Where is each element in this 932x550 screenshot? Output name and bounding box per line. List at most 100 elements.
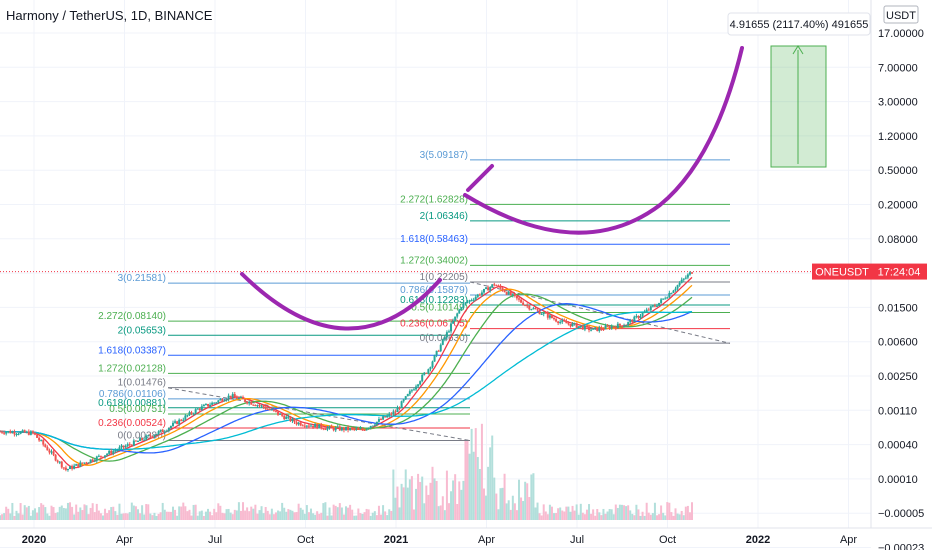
candle-body xyxy=(132,440,135,446)
candle-body xyxy=(493,284,496,286)
volume-bar xyxy=(246,507,249,520)
candle-body xyxy=(458,309,461,314)
candle-body xyxy=(281,413,284,416)
candle-body xyxy=(423,372,426,375)
candle-body xyxy=(480,292,483,296)
volume-bar xyxy=(75,504,78,520)
volume-bar xyxy=(297,503,300,520)
candle-body xyxy=(682,278,685,280)
candle-body xyxy=(157,431,160,435)
candle-body xyxy=(62,467,65,469)
volume-bar xyxy=(7,508,10,520)
candle-body xyxy=(99,455,102,457)
volume-bar xyxy=(435,480,438,520)
candle-body xyxy=(437,350,440,352)
volume-bar xyxy=(608,509,611,520)
volume-bar xyxy=(66,502,69,520)
candle-body xyxy=(616,323,619,329)
candle-body xyxy=(31,431,34,433)
candle-body xyxy=(688,272,691,275)
candle-body xyxy=(347,426,350,431)
candle-body xyxy=(21,430,24,432)
candle-body xyxy=(118,447,121,450)
price-tick-label: 0.00250 xyxy=(878,371,918,383)
candle-body xyxy=(27,431,30,435)
volume-bar xyxy=(233,509,236,520)
candle-body xyxy=(202,404,205,407)
candle-body xyxy=(252,404,255,406)
volume-bar xyxy=(412,509,415,520)
volume-bar xyxy=(99,513,102,520)
candle-body xyxy=(542,312,545,315)
volume-bar xyxy=(441,496,444,520)
volume-bar xyxy=(248,511,251,520)
candle-body xyxy=(676,285,679,289)
fib-level-label: 0.786(0.01106) xyxy=(99,389,166,400)
volume-bar xyxy=(485,495,488,520)
candle-body xyxy=(159,429,162,432)
price-axis[interactable]: 17.00000 7.00000 3.00000 1.20000 0.50000 0.20… xyxy=(878,28,924,550)
candle-body xyxy=(365,428,368,431)
volume-bar xyxy=(87,514,90,520)
volume-bar xyxy=(567,506,570,520)
candle-body xyxy=(375,421,378,425)
candle-body xyxy=(336,426,339,428)
volume-bar xyxy=(62,507,65,520)
candle-body xyxy=(69,466,72,470)
candle-body xyxy=(139,438,142,442)
candle-body xyxy=(242,397,245,400)
candle-body xyxy=(77,464,80,467)
volume-bar xyxy=(11,502,14,520)
candle-body xyxy=(174,421,177,423)
volume-bar xyxy=(557,508,560,520)
currency-badge[interactable]: USDT xyxy=(883,5,919,24)
candle-body xyxy=(334,427,337,431)
candle-body xyxy=(71,466,74,469)
candle-body xyxy=(408,391,411,395)
candle-body xyxy=(353,428,356,430)
price-tick-label: −0.00023 xyxy=(878,543,924,550)
volume-bar xyxy=(351,509,354,520)
fib-level-label: 0(0.00380) xyxy=(118,431,166,442)
price-tick-label: 17.00000 xyxy=(878,28,924,40)
volume-bar xyxy=(44,507,47,520)
candle-body xyxy=(7,431,10,433)
volume-bar xyxy=(353,515,356,520)
volume-bar xyxy=(120,513,123,520)
candle-body xyxy=(565,321,568,324)
volume-bar xyxy=(46,513,49,520)
candle-body xyxy=(384,416,387,418)
volume-bar xyxy=(349,504,352,520)
time-tick-label: Apr xyxy=(116,534,133,546)
candle-body xyxy=(680,279,683,283)
time-axis[interactable]: 2020 Apr Jul Oct 2021 Apr Jul Oct 2022 Apr xyxy=(22,534,858,546)
volume-bar xyxy=(515,510,518,520)
candle-body xyxy=(625,325,628,327)
price-tick-label: −0.00005 xyxy=(878,508,924,520)
candle-body xyxy=(637,315,640,318)
fib-level-label: 2.272(0.08140) xyxy=(98,311,166,322)
volume-bar xyxy=(268,514,271,520)
candle-body xyxy=(268,409,271,411)
volume-bar xyxy=(303,513,306,520)
volume-bar xyxy=(328,507,331,520)
volume-bar xyxy=(373,511,376,520)
volume-bar xyxy=(672,515,675,520)
candle-body xyxy=(58,461,61,463)
candle-body xyxy=(655,305,658,307)
candle-body xyxy=(106,453,109,456)
volume-bar xyxy=(23,505,26,520)
candle-body xyxy=(145,435,148,440)
price-range-measure[interactable]: 4.91655 (2117.40%) 491655 xyxy=(727,12,871,168)
candle-body xyxy=(3,432,6,434)
volume-bar xyxy=(188,509,191,520)
candle-body xyxy=(614,327,617,329)
candle-body xyxy=(297,422,300,425)
candle-body xyxy=(330,426,333,428)
volume-bar xyxy=(34,508,37,520)
candle-body xyxy=(548,315,551,318)
volume-bar xyxy=(528,497,531,520)
volume-bar xyxy=(668,502,671,520)
volume-bar xyxy=(377,505,380,520)
